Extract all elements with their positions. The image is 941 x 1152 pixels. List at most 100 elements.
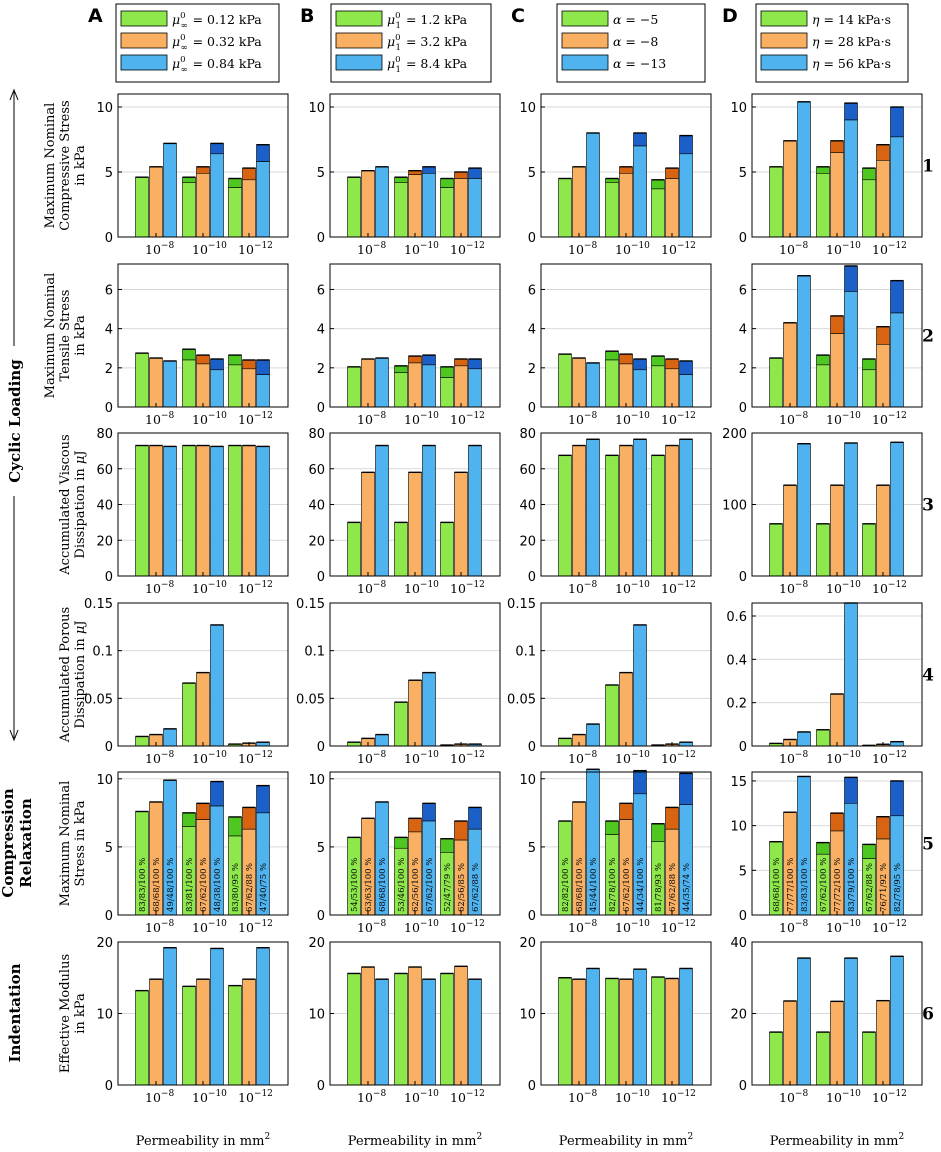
bar-blue — [210, 446, 224, 577]
section-label-cyclic: Cyclic Loading — [6, 359, 24, 483]
x-tick-label: 10−10 — [615, 411, 650, 427]
x-tick-label: 10−10 — [615, 919, 650, 935]
y-tick-label: 2 — [105, 362, 113, 377]
legend-swatch-green — [760, 10, 808, 27]
bar-orange — [783, 140, 797, 238]
bar-annotation: 68/68/100 % — [772, 858, 782, 912]
bar-blue — [586, 362, 600, 408]
bar-blue — [679, 374, 693, 408]
legend-entry-text: η = 28 kPa·s — [812, 34, 891, 49]
x-tick-label: 10−12 — [450, 241, 485, 257]
y-tick-label: 6 — [105, 283, 113, 298]
legend-swatch-blue — [335, 54, 383, 71]
bar-orange — [830, 1001, 844, 1086]
bar-orange — [149, 445, 163, 577]
panel-row3-colc: 0 20 40 60 80 10−8 10−10 10−12 — [519, 427, 712, 596]
y-tick-label: 6 — [739, 283, 747, 298]
bar-upper-blue — [210, 143, 224, 155]
y-tick-label: 6 — [528, 283, 536, 298]
bar-orange — [361, 472, 375, 577]
bar-upper-blue — [633, 770, 647, 795]
y-tick-label: 4 — [739, 323, 747, 338]
y-tick-label: 0 — [317, 570, 325, 585]
bar-green — [651, 365, 665, 408]
bar-annotation: 67/62/100 % — [819, 858, 829, 912]
x-tick-label: 10−10 — [192, 411, 227, 427]
section-label-relaxation-line: Compression — [0, 788, 17, 897]
bar-blue — [163, 360, 177, 408]
column-letter-a: A — [88, 5, 103, 27]
bar-blue — [797, 275, 811, 408]
y-tick-label: 20 — [519, 936, 536, 951]
y-tick-label: 10 — [308, 1008, 325, 1023]
bar-annotation: 83/80/95 % — [231, 863, 241, 912]
x-tick-label: 10−8 — [779, 919, 808, 935]
bar-blue — [375, 166, 389, 238]
bar-green — [182, 445, 196, 577]
bar-orange — [361, 170, 375, 238]
bar-blue — [586, 968, 600, 1086]
bar-blue — [256, 947, 270, 1086]
bar-orange — [196, 978, 210, 1086]
bar-blue — [797, 731, 811, 747]
legend-swatch-blue — [561, 54, 609, 71]
y-tick-label: 80 — [308, 427, 325, 442]
bar-blue — [163, 728, 177, 747]
x-tick-label: 10−8 — [568, 580, 597, 596]
bar-blue — [210, 948, 224, 1086]
y-tick-label: 15 — [730, 775, 747, 790]
y-tick-label: 20 — [519, 534, 536, 549]
panel-row2-colb: 0 2 4 6 10−8 10−10 10−12 — [317, 263, 501, 427]
bar-upper-orange — [196, 354, 210, 365]
bar-green — [135, 445, 149, 577]
y-tick-label: 200 — [722, 427, 747, 442]
x-tick-label: 10−8 — [568, 750, 597, 766]
bar-annotation: 67/62/88 % — [245, 863, 255, 912]
section-label-relaxation-line: Relaxation — [17, 798, 35, 888]
bar-upper-blue — [468, 167, 482, 179]
bar-blue — [422, 364, 436, 408]
bar-green — [651, 455, 665, 577]
y-tick-label: 0.1 — [515, 645, 536, 660]
bar-green — [135, 736, 149, 747]
bar-green — [558, 738, 572, 747]
x-tick-label: 10−10 — [192, 580, 227, 596]
bar-upper-blue — [210, 781, 224, 807]
bar-orange — [876, 160, 890, 238]
bar-blue — [256, 446, 270, 577]
bar-upper-green — [228, 816, 242, 837]
bar-orange — [665, 368, 679, 408]
panel-row1-cola: 0 5 10 10−8 10−10 10−12 — [96, 93, 289, 257]
bar-annotation: 77/77/100 % — [786, 858, 796, 912]
row-ylabel-line: Maximum Nominal — [58, 781, 73, 907]
bar-annotation: 76/71/92 % — [879, 863, 889, 912]
bar-orange — [830, 333, 844, 408]
y-tick-label: 0.05 — [296, 692, 325, 707]
bar-orange — [572, 978, 586, 1086]
x-tick-label: 10−10 — [404, 241, 439, 257]
bar-green — [605, 359, 619, 408]
bar-upper-blue — [256, 144, 270, 162]
bar-upper-blue — [633, 358, 647, 371]
legend-entry-text: μ0 ∞ = 0.12 kPa — [172, 11, 262, 31]
bar-upper-orange — [830, 140, 844, 153]
bar-upper-blue — [679, 360, 693, 375]
y-tick-label: 2 — [528, 362, 536, 377]
x-tick-label: 10−12 — [661, 919, 696, 935]
bar-upper-blue — [422, 166, 436, 174]
bar-upper-blue — [890, 280, 904, 314]
bar-green — [440, 522, 454, 577]
y-tick-label: 10 — [96, 773, 113, 788]
x-tick-label: 10−8 — [357, 580, 386, 596]
bar-annotation: 62/56/100 % — [411, 858, 421, 912]
bar-blue — [633, 438, 647, 577]
bar-annotation: 83/83/100 % — [138, 858, 148, 912]
legend-swatch-blue — [760, 54, 808, 71]
bar-blue — [633, 968, 647, 1086]
x-tick-label: 10−12 — [872, 750, 907, 766]
legend-swatch-orange — [760, 32, 808, 49]
bar-orange — [572, 166, 586, 238]
bar-orange — [619, 445, 633, 577]
bar-annotation: 67/62/88 % — [471, 863, 481, 912]
